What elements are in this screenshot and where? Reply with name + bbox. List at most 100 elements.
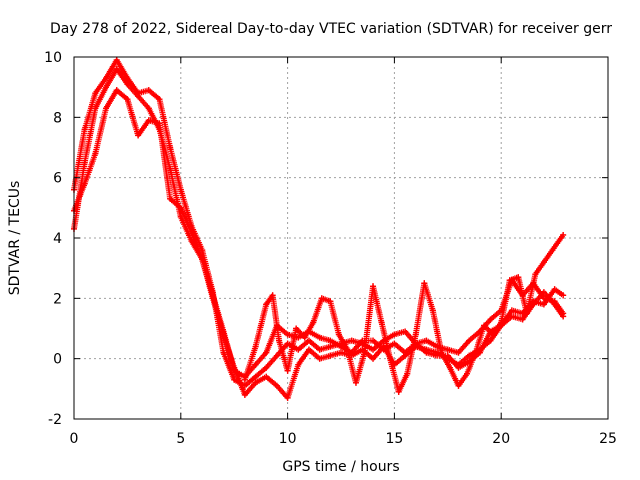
data-point (113, 57, 120, 64)
data-point (103, 84, 110, 91)
data-point (395, 388, 402, 395)
y-axis-label: SDTVAR / TECUs (7, 181, 23, 296)
data-point (135, 90, 142, 97)
data-point (472, 349, 479, 356)
data-point (551, 286, 558, 293)
data-point (560, 292, 567, 299)
data-point (464, 370, 471, 377)
data-point (295, 346, 302, 353)
data-point (81, 159, 88, 166)
data-point (295, 361, 302, 368)
data-point (487, 316, 494, 323)
x-tick-label: 15 (385, 431, 403, 447)
data-point (370, 346, 377, 353)
data-point (318, 295, 325, 302)
data-point (220, 349, 227, 356)
data-point (551, 298, 558, 305)
data-point (352, 379, 359, 386)
data-point (167, 195, 174, 202)
data-point (263, 349, 270, 356)
data-point (327, 298, 334, 305)
data-point (276, 337, 283, 344)
data-point (284, 394, 291, 401)
data-point (103, 75, 110, 82)
data-point (135, 132, 142, 139)
data-point (540, 301, 547, 308)
data-point (466, 352, 473, 359)
data-point (327, 352, 334, 359)
data-point (421, 280, 428, 287)
data-point (177, 186, 184, 193)
grid-lines (74, 57, 608, 419)
data-point (301, 334, 308, 341)
series-trace-3 (71, 87, 567, 380)
data-point (103, 105, 110, 112)
data-point (446, 364, 453, 371)
data-point (370, 337, 377, 344)
chart-title: Day 278 of 2022, Sidereal Day-to-day VTE… (50, 21, 612, 37)
axis-ticks: 0 5 10 15 20 25 -2 0 2 4 6 8 10 (44, 50, 617, 447)
data-point (316, 346, 323, 353)
data-point (455, 382, 462, 389)
data-point (81, 180, 88, 187)
data-point (498, 319, 505, 326)
data-point (370, 355, 377, 362)
x-axis-label: GPS time / hours (282, 459, 399, 475)
data-point (220, 328, 227, 335)
data-point (348, 337, 355, 344)
data-point (241, 391, 248, 398)
data-point (124, 75, 131, 82)
data-point (455, 349, 462, 356)
data-point (305, 346, 312, 353)
x-tick-label: 10 (279, 431, 297, 447)
data-point (391, 340, 398, 347)
data-point (438, 349, 445, 356)
data-point (560, 310, 567, 317)
data-point (423, 337, 430, 344)
data-point (252, 373, 259, 380)
data-point (231, 376, 238, 383)
data-point (241, 382, 248, 389)
data-point (209, 292, 216, 299)
data-point (263, 373, 270, 380)
data-point (252, 379, 259, 386)
data-point (402, 328, 409, 335)
data-point (156, 96, 163, 103)
data-point (145, 87, 152, 94)
data-point (532, 271, 539, 278)
data-point (231, 367, 238, 374)
data-point (252, 361, 259, 368)
data-point (284, 331, 291, 338)
data-point (177, 204, 184, 211)
data-point (316, 334, 323, 341)
data-point (519, 316, 526, 323)
data-point (252, 343, 259, 350)
data-point (515, 274, 522, 281)
data-point (560, 231, 567, 238)
data-point (549, 247, 556, 254)
data-point (273, 352, 280, 359)
x-tick-label: 0 (70, 431, 79, 447)
data-point (305, 337, 312, 344)
data-point (284, 340, 291, 347)
data-point (540, 295, 547, 302)
data-point (344, 346, 351, 353)
y-tick-label: 6 (53, 171, 62, 187)
data-point (404, 370, 411, 377)
data-point (370, 283, 377, 290)
data-point (92, 150, 99, 157)
data-point (188, 228, 195, 235)
data-point (335, 331, 342, 338)
data-point (327, 343, 334, 350)
data-point (241, 376, 248, 383)
data-point (269, 292, 276, 299)
data-point (124, 96, 131, 103)
data-point (489, 331, 496, 338)
data-point (113, 87, 120, 94)
data-point (273, 382, 280, 389)
y-tick-label: 10 (44, 50, 62, 66)
x-tick-label: 20 (492, 431, 510, 447)
data-point (455, 364, 462, 371)
data-point (378, 319, 385, 326)
